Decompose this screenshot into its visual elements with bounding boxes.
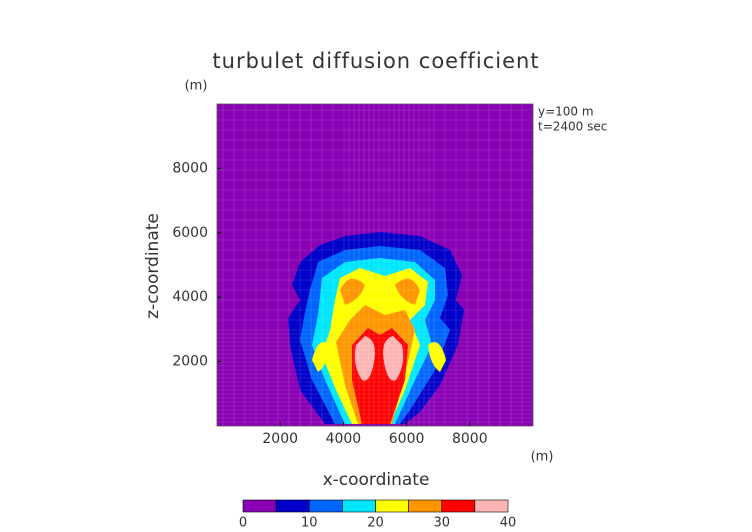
plot-frame: [216, 103, 534, 427]
colorbar-box: [375, 499, 409, 513]
colorbar-tick-label: 20: [367, 516, 384, 531]
x-axis-label: x-coordinate: [323, 470, 430, 490]
y-axis-label: z-coordinate: [143, 213, 163, 319]
x-tick-label: 6000: [389, 431, 425, 447]
colorbar-box: [242, 499, 277, 513]
colorbar-box: [308, 499, 343, 513]
contour-fill: [428, 342, 446, 372]
y-tick-label: 2000: [172, 354, 208, 370]
plot-area: [217, 104, 533, 426]
y-tick-label: 6000: [172, 225, 208, 241]
x-tick-label: 8000: [452, 431, 488, 447]
colorbar-box: [275, 499, 310, 513]
colorbar-box: [408, 499, 443, 513]
colorbar-tick-label: 30: [433, 516, 450, 531]
x-tick-label: 4000: [326, 431, 362, 447]
annotation: t=2400 sec: [538, 120, 607, 134]
contour-fill: [354, 336, 375, 381]
x-unit: (m): [531, 450, 554, 465]
colorbar-box: [441, 499, 476, 513]
x-tick-label: 2000: [262, 431, 298, 447]
chart-title: turbulet diffusion coefficient: [212, 49, 539, 73]
contour-fill: [340, 278, 365, 305]
y-unit: (m): [185, 79, 208, 94]
colorbar-box: [342, 499, 376, 513]
contour-fill: [395, 278, 420, 305]
colorbar-box: [474, 499, 509, 513]
y-tick-label: 8000: [172, 160, 208, 176]
annotation: y=100 m: [538, 105, 594, 119]
contour-fill: [312, 342, 330, 372]
colorbar-tick-label: 10: [301, 516, 318, 531]
y-tick-label: 4000: [172, 289, 208, 305]
colorbar-tick-label: 0: [239, 516, 247, 531]
contour-fill: [383, 336, 404, 381]
colorbar-tick-label: 40: [500, 516, 517, 531]
